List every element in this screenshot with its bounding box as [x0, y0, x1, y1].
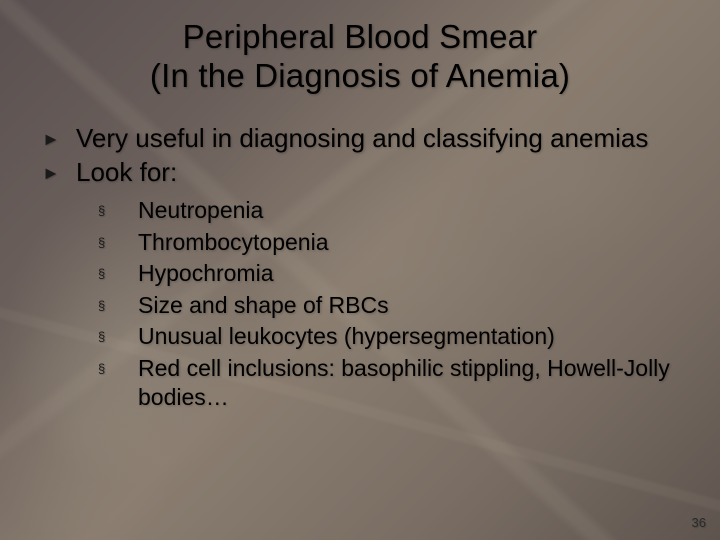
slide: Peripheral Blood Smear (In the Diagnosis… [0, 0, 720, 540]
slide-title: Peripheral Blood Smear (In the Diagnosis… [36, 18, 684, 96]
section-bullet-icon: § [98, 196, 138, 225]
section-bullet-icon: § [98, 291, 138, 320]
triangle-bullet-icon: ► [42, 122, 76, 154]
bullet-l2: § Unusual leukocytes (hypersegmentation) [98, 322, 684, 351]
sub-bullet-list: § Neutropenia § Thrombocytopenia § Hypoc… [42, 190, 684, 412]
bullet-l1: ► Look for: [42, 156, 684, 188]
bullet-l2: § Red cell inclusions: basophilic stippl… [98, 354, 684, 413]
bullet-l1: ► Very useful in diagnosing and classify… [42, 122, 684, 154]
bullet-l1-text: Look for: [76, 156, 177, 188]
section-bullet-icon: § [98, 354, 138, 383]
bullet-l2-text: Hypochromia [138, 259, 274, 288]
page-number: 36 [692, 515, 706, 530]
bullet-l2: § Hypochromia [98, 259, 684, 288]
bullet-l2-text: Size and shape of RBCs [138, 291, 389, 320]
title-line-2: (In the Diagnosis of Anemia) [36, 57, 684, 96]
section-bullet-icon: § [98, 228, 138, 257]
slide-body: ► Very useful in diagnosing and classify… [36, 122, 684, 413]
section-bullet-icon: § [98, 259, 138, 288]
bullet-l1-text: Very useful in diagnosing and classifyin… [76, 122, 648, 154]
bullet-l2-text: Red cell inclusions: basophilic stipplin… [138, 354, 684, 413]
section-bullet-icon: § [98, 322, 138, 351]
bullet-l2-text: Unusual leukocytes (hypersegmentation) [138, 322, 555, 351]
bullet-l2: § Thrombocytopenia [98, 228, 684, 257]
triangle-bullet-icon: ► [42, 156, 76, 188]
bullet-l2: § Neutropenia [98, 196, 684, 225]
title-line-1: Peripheral Blood Smear [36, 18, 684, 57]
bullet-l2-text: Thrombocytopenia [138, 228, 329, 257]
bullet-l2-text: Neutropenia [138, 196, 263, 225]
bullet-l2: § Size and shape of RBCs [98, 291, 684, 320]
